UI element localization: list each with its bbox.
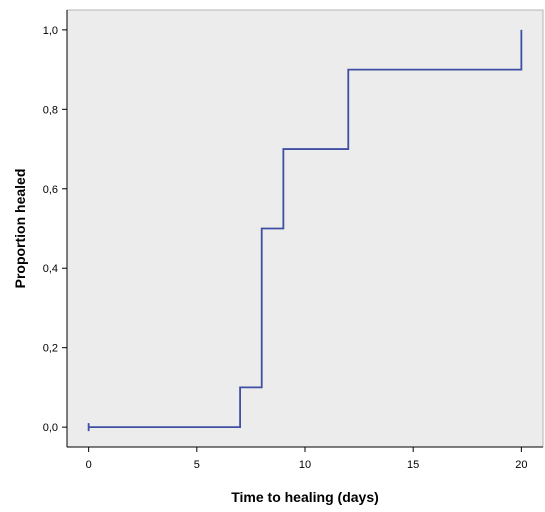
x-axis-title: Time to healing (days) — [231, 489, 379, 505]
y-tick-label: 0,2 — [43, 343, 58, 355]
y-axis-title: Proportion healed — [12, 169, 28, 289]
series-line — [88, 29, 523, 429]
x-tick-label: 5 — [194, 459, 200, 471]
y-tick-label: 0,8 — [43, 104, 58, 116]
x-tick-label: 20 — [515, 459, 527, 471]
series-layer — [87, 29, 523, 432]
x-tick-label: 15 — [407, 459, 419, 471]
x-axis: 0 5 10 15 20 — [67, 446, 543, 471]
y-axis: 0,0 0,2 0,4 0,6 0,8 1,0 — [43, 10, 68, 447]
y-tick-label: 0,6 — [43, 184, 58, 196]
y-tick-label: 0,0 — [43, 422, 58, 434]
plot-area — [66, 9, 544, 448]
y-tick-label: 0,4 — [43, 263, 58, 275]
x-tick-label: 10 — [299, 459, 311, 471]
x-tick-label: 0 — [86, 459, 92, 471]
y-tick-label: 1,0 — [43, 25, 58, 37]
